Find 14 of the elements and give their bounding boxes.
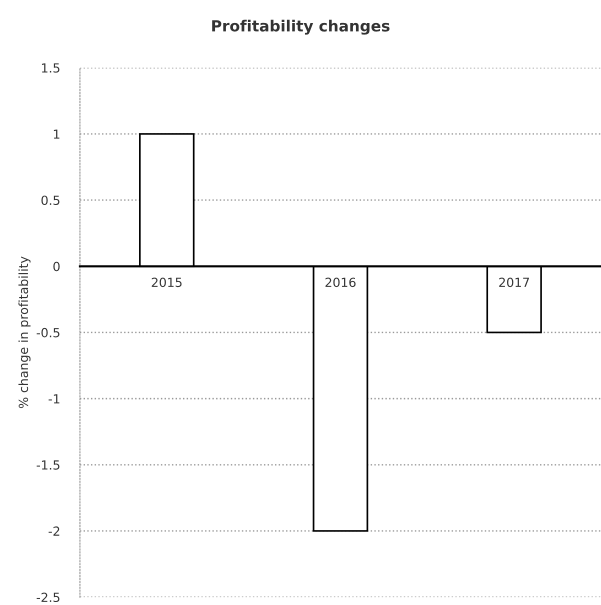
x-tick-label: 2015 bbox=[152, 278, 182, 288]
y-tick-label: -0.5 bbox=[36, 328, 60, 338]
y-tick-label: -2 bbox=[48, 526, 60, 536]
x-tick-label: 2017 bbox=[499, 278, 529, 288]
y-tick-label: 1.5 bbox=[42, 63, 60, 73]
y-tick-label: -1 bbox=[48, 394, 60, 404]
y-tick-label: -2.5 bbox=[36, 592, 60, 602]
chart-title: Profitability changes bbox=[212, 20, 390, 35]
y-tick-label: 0 bbox=[53, 262, 60, 272]
y-axis-title: % change in profitability bbox=[18, 256, 31, 408]
y-tick-label: 0.5 bbox=[41, 196, 60, 206]
y-tick-label: -1.5 bbox=[36, 460, 60, 470]
x-tick-label: 2016 bbox=[325, 278, 356, 288]
y-tick-label: 1 bbox=[54, 130, 60, 139]
